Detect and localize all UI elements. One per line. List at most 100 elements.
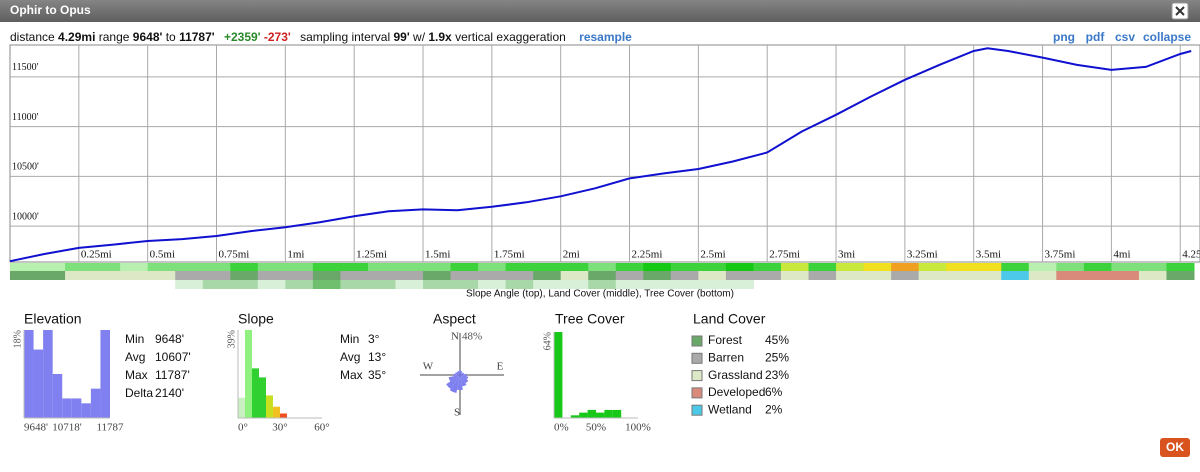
tree-cell [478, 280, 507, 289]
tree-cell [560, 280, 589, 289]
land-cell [120, 271, 149, 280]
slope-cell [560, 263, 589, 271]
slope-cell [505, 263, 534, 271]
slope-cell [395, 263, 424, 271]
land-cell [1166, 271, 1195, 280]
plot-area [9, 44, 1200, 263]
aspect-petal [460, 375, 467, 387]
aspect-petal [446, 375, 460, 389]
land-cell [65, 271, 94, 280]
export-link[interactable]: png [1053, 30, 1075, 44]
land-cell [312, 271, 341, 280]
land-cell [918, 271, 947, 280]
hist-bar [259, 377, 266, 418]
title-bar [0, 0, 1200, 22]
aspect-petal [460, 375, 469, 380]
legend-name: Wetland [708, 402, 752, 416]
aspect-petal [460, 372, 463, 375]
slope-cell [615, 263, 644, 271]
slope-cell [1111, 263, 1140, 271]
land-cell [808, 271, 837, 280]
y-tick-label: 10000' [12, 211, 39, 222]
land-cell [285, 271, 314, 280]
legend-value: 23% [765, 368, 789, 382]
stat-value: 9648' [133, 30, 163, 44]
x-tick-label: 1.75mi [494, 249, 525, 261]
panel-title: Aspect [433, 311, 476, 327]
tree-cell [230, 280, 259, 289]
land-cell [1056, 271, 1085, 280]
tree-cell [615, 280, 644, 289]
hist-x-label: 0% [554, 422, 569, 434]
slope-cell [37, 263, 66, 271]
tree-cell [670, 280, 699, 289]
land-cell [753, 271, 782, 280]
tree-cell [698, 280, 727, 289]
x-tick-label: 1.25mi [356, 249, 387, 261]
loss: -273' [264, 30, 291, 44]
land-cell [478, 271, 507, 280]
x-tick-label: 2.75mi [769, 249, 800, 261]
hist-bar [24, 330, 34, 418]
y-tick-label: 11000' [12, 112, 39, 123]
hist-x-label: 11787 [96, 422, 124, 434]
tree-cell [725, 280, 754, 289]
slope-cell [1001, 263, 1030, 271]
slope-cell [423, 263, 452, 271]
stat-label: Avg [125, 350, 145, 364]
slope-cell [808, 263, 837, 271]
land-cell [863, 271, 892, 280]
land-cell [533, 271, 562, 280]
aspect-petal [453, 373, 460, 377]
hist-bar [90, 388, 101, 418]
x-tick-label: 1mi [287, 249, 304, 261]
land-cell [340, 271, 369, 280]
y-tick-label: 10500' [12, 162, 39, 173]
stat-value: 10607' [155, 350, 191, 364]
resample-link[interactable]: resample [579, 30, 632, 44]
slope-cell [1138, 263, 1167, 271]
aspect-petal [456, 371, 460, 375]
tree-cell [505, 280, 534, 289]
legend-name: Developed [708, 385, 765, 399]
close-button[interactable] [1171, 2, 1189, 20]
land-cell [395, 271, 424, 280]
slope-cell [312, 263, 341, 271]
legend-swatch [691, 387, 703, 399]
hist-x-label: 60° [314, 422, 329, 434]
hist-bar [596, 412, 605, 418]
ok-button[interactable] [1160, 438, 1190, 457]
stat-text: range [99, 30, 130, 44]
tree-cell [533, 280, 562, 289]
elevation-line [9, 47, 1192, 263]
stat-value: 3° [368, 332, 380, 346]
land-cell [725, 271, 754, 280]
hist-x-label: 0° [238, 422, 248, 434]
hist-bar [273, 406, 280, 418]
hist-bar [266, 395, 273, 418]
export-link[interactable]: collapse [1143, 30, 1191, 44]
export-link[interactable]: csv [1115, 30, 1135, 44]
x-tick-label: 4mi [1113, 249, 1130, 261]
hist-bar [554, 332, 563, 418]
hist-bar [52, 374, 63, 418]
land-cell [615, 271, 644, 280]
y-tick-label: 11500' [12, 62, 39, 73]
tree-cell [312, 280, 341, 289]
slope-cell [698, 263, 727, 271]
slope-cell [725, 263, 754, 271]
land-cell [257, 271, 286, 280]
tree-cell [202, 280, 231, 289]
export-link[interactable]: pdf [1086, 30, 1106, 44]
x-tick-label: 3.5mi [976, 249, 1001, 261]
stat-text: to [166, 30, 176, 44]
land-cell [1111, 271, 1140, 280]
stat-value: 13° [368, 350, 386, 364]
tree-cell [588, 280, 617, 289]
tree-cell [643, 280, 672, 289]
x-tick-label: 3mi [838, 249, 855, 261]
slope-cell [147, 263, 176, 271]
stat-value: 9648' [155, 332, 184, 346]
land-cell [1138, 271, 1167, 280]
